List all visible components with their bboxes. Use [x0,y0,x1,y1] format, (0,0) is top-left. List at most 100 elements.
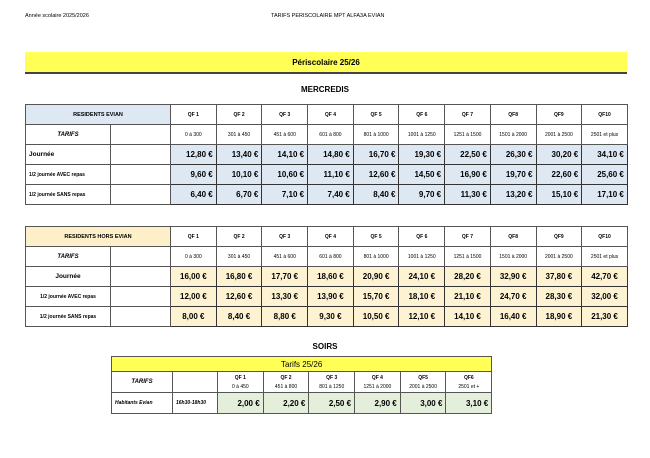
qf-label: QF8 [489,226,537,247]
hours-cell: 16h30-18h30 [172,392,218,414]
row-label: 1/2 journée AVEC repas [25,286,111,307]
qf-header: QF 4 1251 à 2000 [354,371,401,393]
qf-range: 801 à 1250 [319,383,345,390]
range-row: TARIFS 0 à 300 301 à 450 451 à 600 601 à 800… [25,124,628,145]
row-label: Journée [25,266,111,287]
price-cell: 18,10 € [398,286,446,307]
price-cell: 20,90 € [352,266,400,287]
qf-label: QF 1 [170,104,217,125]
qf-label: QF10 [581,226,628,247]
empty-cell [109,246,172,267]
qf-range: 1001 à 1250 [398,246,446,267]
group-title: RESIDENTS HORS EVIAN [24,226,172,247]
table-row: Habitants Evian 16h30-18h30 2,00 €2,20 €2,… [111,392,493,414]
price-cell: 14,10 € [261,144,309,165]
qf-label: QF 2 [215,226,263,247]
price-cell: 8,00 € [170,306,217,327]
empty-cell [172,371,218,393]
price-cell: 13,40 € [215,144,263,165]
price-cell: 28,20 € [444,266,491,287]
price-cell: 2,50 € [308,392,356,414]
qf-label: QF 4 [307,104,354,125]
table-row: 1/2 journée AVEC repas 12,00 €12,60 €13,3… [25,286,628,307]
qf-range: 0 à 300 [170,246,217,267]
price-cell: 13,20 € [489,184,537,205]
qf-label: QF 1 [234,374,246,381]
price-cell: 21,10 € [444,286,491,307]
price-cell: 32,00 € [581,286,628,307]
qf-label: QF 5 [352,226,400,247]
qf-label: QF 5 [352,104,400,125]
price-cell: 24,70 € [489,286,537,307]
row-label: 1/2 journée SANS repas [25,306,111,327]
price-cell: 13,30 € [261,286,309,307]
price-cell: 3,10 € [445,392,493,414]
price-cell: 16,90 € [444,164,491,185]
table-residents-hors-evian: RESIDENTS HORS EVIAN QF 1 QF 2 QF 3 QF 4 QF 5… [24,226,628,327]
price-cell: 16,40 € [489,306,537,327]
qf-range: 2001 à 2500 [535,246,583,267]
qf-label: QF 3 [326,374,338,381]
qf-range: 601 à 800 [307,124,354,145]
tarifs-label: TARIFS [111,371,173,393]
qf-range: 451 à 800 [274,383,298,390]
price-cell: 11,10 € [307,164,354,185]
price-cell: 28,30 € [535,286,583,307]
price-cell: 14,10 € [444,306,491,327]
price-cell: 3,00 € [399,392,447,414]
qf-range: 1501 à 2000 [489,124,537,145]
header-row: TARIFS QF 1 0 à 450 QF 2 451 à 800 QF 3 801 à … [111,371,493,393]
price-cell: 12,60 € [352,164,400,185]
qf-range: 801 à 1000 [352,246,400,267]
qf-header: QF5 2001 à 2500 [399,371,447,393]
empty-cell [109,184,172,205]
qf-label: QF6 [463,374,474,381]
tarifs-label: TARIFS [25,246,111,267]
price-cell: 9,60 € [170,164,217,185]
section-title-mercredis: MERCREDIS [300,85,349,94]
qf-label: QF 7 [444,226,491,247]
price-cell: 12,80 € [170,144,217,165]
price-cell: 2,00 € [217,392,264,414]
qf-header: QF 3 801 à 1250 [308,371,356,393]
qf-label: QF8 [489,104,537,125]
price-cell: 2,20 € [262,392,310,414]
group-title: RESIDENTS EVIAN [24,104,172,125]
price-cell: 6,70 € [215,184,263,205]
price-cell: 16,70 € [352,144,400,165]
qf-label: QF 6 [398,226,446,247]
price-cell: 22,60 € [535,164,583,185]
price-cell: 18,90 € [535,306,583,327]
price-cell: 34,10 € [581,144,628,165]
price-cell: 12,00 € [170,286,217,307]
empty-cell [109,306,172,327]
header-row: RESIDENTS HORS EVIAN QF 1 QF 2 QF 3 QF 4 QF 5… [24,226,628,247]
qf-range: 1001 à 1250 [398,124,446,145]
price-cell: 9,70 € [398,184,446,205]
row-label: 1/2 journée SANS repas [25,184,111,205]
table-row: 1/2 journée AVEC repas 9,60 €10,10 €10,60… [25,164,628,185]
price-cell: 15,70 € [352,286,400,307]
empty-cell [109,266,172,287]
price-cell: 10,50 € [352,306,400,327]
empty-cell [109,124,172,145]
price-cell: 12,10 € [398,306,446,327]
price-cell: 11,30 € [444,184,491,205]
qf-label: QF 4 [307,226,354,247]
school-year: Année scolaire 2025/2026 [25,13,89,19]
row-label: Habitants Evian [111,392,173,414]
qf-header: QF 1 0 à 450 [217,371,264,393]
qf-range: 301 à 450 [215,124,263,145]
price-cell: 16,00 € [170,266,217,287]
table-title: Tarifs 25/26 [110,356,493,372]
qf-range: 601 à 800 [307,246,354,267]
page-title: Périscolaire 25/26 [25,52,627,74]
qf-label: QF 6 [398,104,446,125]
table-row: 1/2 journée SANS repas 6,40 €6,70 €7,10 €… [25,184,628,205]
qf-label: QF9 [535,104,583,125]
price-cell: 6,40 € [170,184,217,205]
price-cell: 24,10 € [398,266,446,287]
table-row: 1/2 journée SANS repas 8,00 €8,40 €8,80 €… [25,306,628,327]
qf-range: 2501 et plus [581,246,628,267]
